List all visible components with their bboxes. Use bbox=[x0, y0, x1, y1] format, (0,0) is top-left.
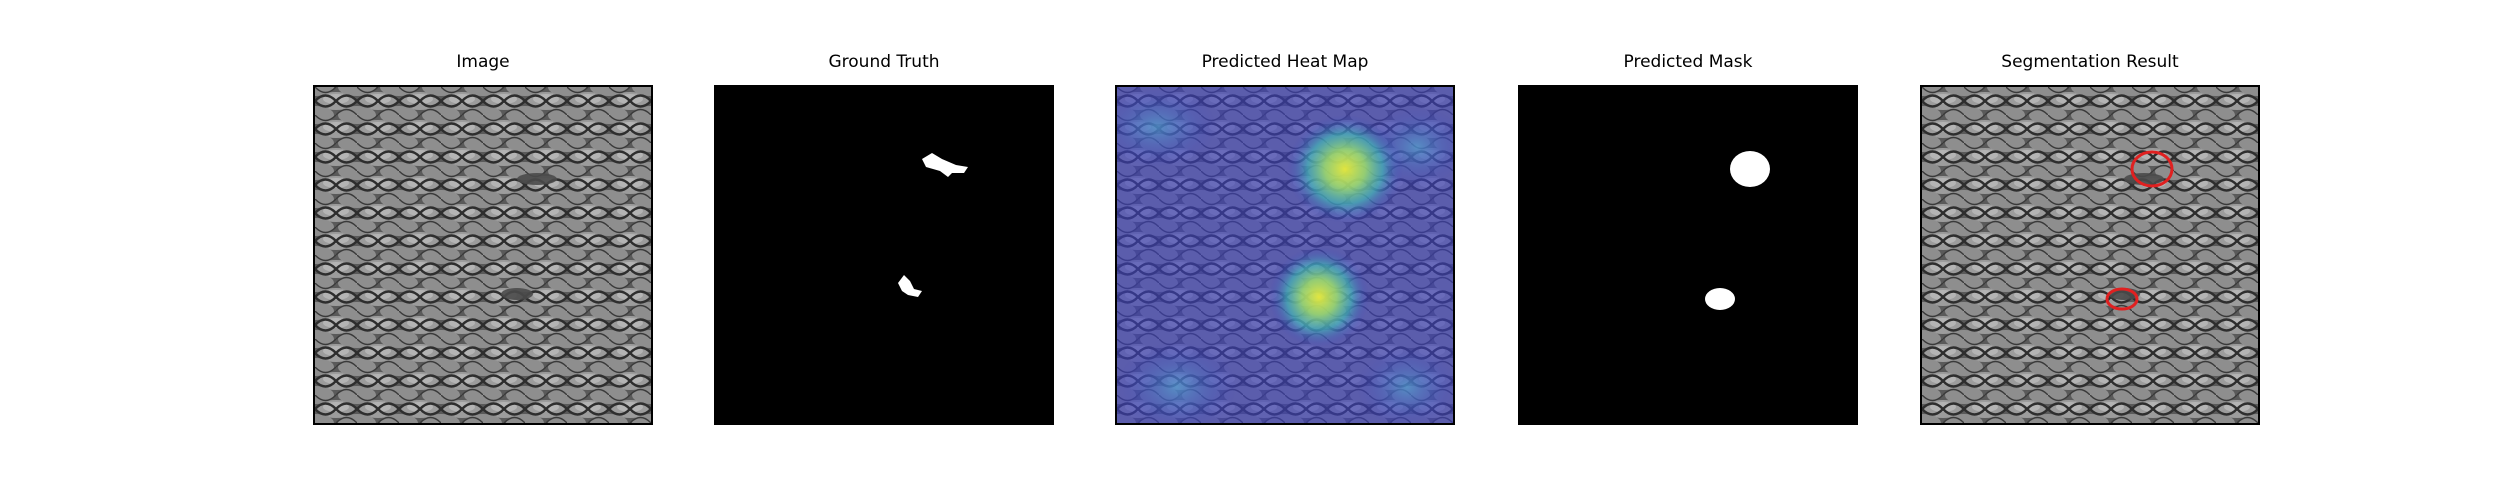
pred-region-lower bbox=[1705, 288, 1735, 310]
gt-region-upper bbox=[922, 153, 968, 177]
panel-title: Predicted Mask bbox=[1623, 52, 1753, 72]
pred-region-upper bbox=[1730, 151, 1770, 187]
panel-title: Predicted Heat Map bbox=[1201, 52, 1369, 72]
heat-map-frame bbox=[1115, 85, 1455, 425]
panel-title: Segmentation Result bbox=[2001, 52, 2179, 72]
input-image bbox=[315, 87, 651, 423]
heat-hotspot-upper bbox=[1287, 115, 1403, 223]
heat-hotspot-lower bbox=[1269, 247, 1369, 347]
ground-truth-mask bbox=[716, 87, 1052, 423]
predicted-mask-frame bbox=[1518, 85, 1858, 425]
defect-lower bbox=[501, 288, 533, 300]
predicted-mask bbox=[1520, 87, 1856, 423]
ground-truth-frame bbox=[714, 85, 1054, 425]
contour-lower bbox=[2105, 287, 2139, 311]
segmentation-result bbox=[1922, 87, 2258, 423]
gt-region-lower bbox=[898, 275, 922, 297]
defect-upper bbox=[517, 173, 557, 185]
panel-title: Image bbox=[456, 52, 510, 72]
heat-map bbox=[1117, 87, 1453, 423]
image-frame bbox=[313, 85, 653, 425]
contour-upper bbox=[2130, 150, 2174, 188]
panel-title: Ground Truth bbox=[828, 52, 940, 72]
segmentation-frame bbox=[1920, 85, 2260, 425]
